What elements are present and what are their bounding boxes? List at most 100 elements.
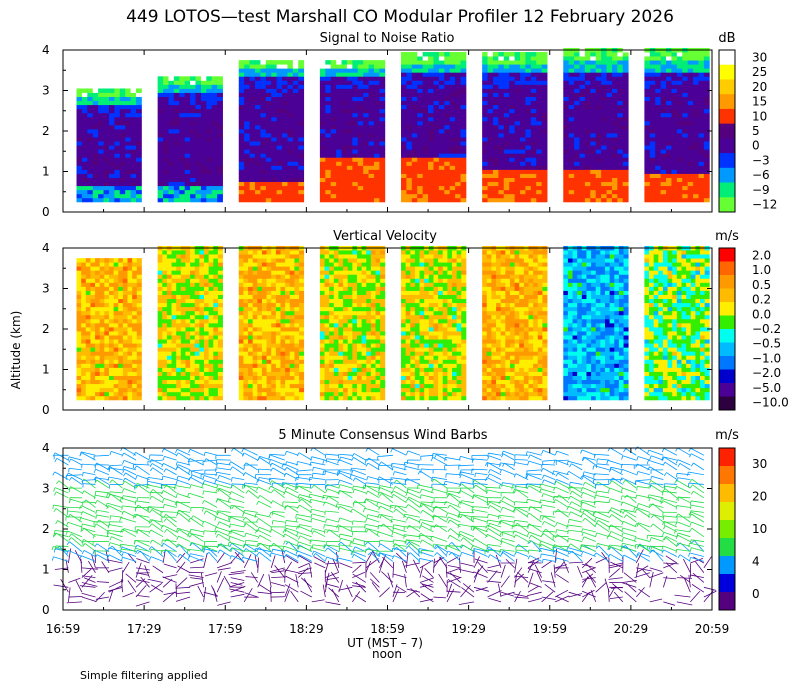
- snr-cell: [428, 104, 434, 110]
- snr-cell: [687, 157, 694, 162]
- vv-cell: [122, 274, 128, 279]
- vv-cell: [194, 314, 200, 320]
- snr-cell: [530, 100, 537, 106]
- vv-cell: [180, 266, 186, 271]
- vv-cell: [243, 318, 249, 324]
- vv-cell: [213, 278, 219, 283]
- snr-cell: [422, 56, 429, 61]
- vv-cell: [104, 266, 110, 271]
- snr-cell: [584, 84, 591, 89]
- snr-cell: [341, 181, 348, 187]
- snr-cell: [676, 68, 683, 73]
- snr-cell: [687, 133, 694, 138]
- snr-cell: [601, 108, 607, 114]
- snr-cell: [617, 124, 624, 130]
- snr-cell: [330, 185, 337, 191]
- snr-cell: [87, 92, 94, 97]
- vv-cell: [95, 326, 101, 332]
- vv-cell: [104, 294, 110, 300]
- snr-cell: [444, 100, 451, 106]
- snr-cell: [492, 177, 499, 183]
- snr-cell: [433, 56, 440, 61]
- snr-cell: [265, 149, 272, 154]
- snr-cell: [325, 189, 332, 195]
- snr-cell: [595, 137, 602, 142]
- snr-cell: [606, 108, 613, 114]
- snr-cell: [579, 76, 586, 81]
- vv-cell: [171, 335, 177, 340]
- snr-cell: [357, 197, 364, 203]
- vv-cell: [280, 270, 286, 275]
- snr-cell: [260, 169, 267, 174]
- vv-cell: [190, 395, 196, 401]
- snr-cell: [498, 60, 505, 65]
- snr-cell: [87, 141, 94, 146]
- vv-cell: [257, 294, 263, 300]
- snr-cell: [330, 104, 337, 110]
- snr-cell: [428, 133, 434, 138]
- snr-cell: [698, 64, 705, 69]
- snr-cell: [693, 165, 699, 170]
- vv-cell: [257, 314, 263, 320]
- snr-cell: [217, 185, 223, 191]
- vv-cell: [289, 262, 295, 267]
- snr-cell: [444, 177, 451, 183]
- snr-cell: [671, 149, 678, 154]
- vv-cell: [289, 318, 295, 324]
- snr-cell: [114, 108, 121, 114]
- vv-cell: [95, 322, 101, 328]
- snr-cell: [287, 157, 294, 162]
- snr-cell: [325, 197, 332, 203]
- snr-cell: [536, 149, 543, 154]
- snr-cell: [568, 80, 575, 85]
- vv-cell: [319, 343, 325, 348]
- snr-cell: [444, 72, 451, 77]
- snr-cell: [168, 157, 175, 162]
- snr-cell: [271, 64, 278, 69]
- vv-cell: [243, 306, 249, 312]
- snr-cell: [417, 197, 424, 203]
- snr-cell: [341, 177, 348, 183]
- snr-cell: [655, 60, 662, 65]
- snr-cell: [103, 141, 110, 146]
- vv-cell: [261, 387, 267, 393]
- vv-cell: [280, 387, 286, 393]
- snr-cell: [568, 88, 575, 93]
- snr-cell: [492, 128, 499, 134]
- vv-cell: [122, 310, 128, 316]
- snr-cell: [282, 161, 288, 166]
- snr-cell: [693, 92, 699, 97]
- vv-cell: [280, 258, 286, 263]
- vv-cell: [271, 359, 277, 364]
- snr-panel-title: Signal to Noise Ratio: [320, 31, 455, 46]
- snr-cell: [336, 120, 342, 126]
- vv-cell: [257, 387, 263, 393]
- vv-cell: [157, 282, 163, 287]
- vv-cell: [261, 318, 267, 324]
- vv-cell: [127, 290, 133, 295]
- snr-cell: [298, 133, 305, 138]
- vv-cell: [243, 314, 249, 320]
- vv-cell: [185, 282, 191, 287]
- vv-cell: [99, 294, 105, 300]
- snr-cell: [655, 76, 662, 81]
- vv-cell: [199, 395, 205, 401]
- vv-cell: [180, 302, 186, 308]
- snr-cell: [660, 153, 667, 158]
- snr-cell: [676, 84, 683, 89]
- vv-cell: [118, 298, 124, 304]
- snr-cell: [341, 193, 348, 199]
- snr-cell: [455, 124, 461, 130]
- vv-cell: [85, 355, 91, 360]
- snr-cell: [579, 52, 586, 57]
- vv-cell: [252, 391, 258, 397]
- vv-cell: [261, 326, 267, 332]
- snr-cell: [584, 64, 591, 69]
- snr-cell: [238, 92, 245, 97]
- snr-cell: [325, 104, 332, 110]
- vv-cell: [294, 326, 300, 332]
- snr-cell: [541, 165, 548, 170]
- snr-cell: [325, 72, 332, 77]
- snr-cell: [503, 177, 510, 183]
- snr-cell: [401, 133, 407, 138]
